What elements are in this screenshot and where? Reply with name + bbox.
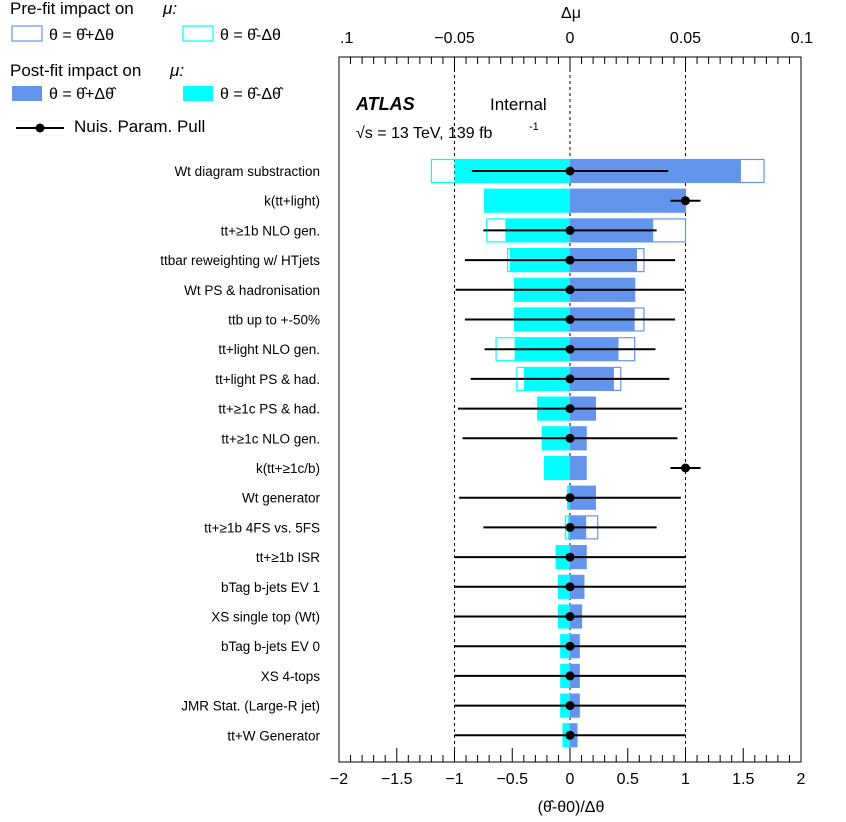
bottom-axis-label: (θ̂-θ0)/Δθ: [538, 799, 605, 816]
bottom-tick-label: −2: [330, 771, 348, 788]
pull-marker: [565, 433, 575, 443]
top-axis-label: Δμ: [561, 5, 581, 22]
parameter-label: tt+≥1b NLO gen.: [221, 223, 320, 238]
postfit-plus-bar: [570, 456, 587, 480]
pull-marker: [565, 641, 575, 651]
parameter-label: XS 4-tops: [261, 669, 321, 684]
top-tick-label: 0.05: [670, 30, 701, 47]
pull-marker: [565, 255, 575, 265]
parameter-label: k(tt+≥1c/b): [256, 461, 320, 476]
parameter-label: Wt generator: [242, 491, 321, 506]
bottom-axis: −2 −1.5 −1 −0.5 0 0.5 1 1.5 2: [330, 748, 806, 788]
bottom-tick-label: 2: [797, 771, 806, 788]
parameter-label: bTag b-jets EV 1: [221, 580, 320, 595]
parameter-label: ttb up to +-50%: [228, 313, 320, 328]
pull-marker: [681, 463, 690, 473]
pull-marker: [565, 315, 575, 324]
parameter-label: XS single top (Wt): [211, 610, 320, 625]
atlas-energy-lumi: √s = 13 TeV, 139 fb: [356, 125, 493, 142]
parameter-label: tt+≥1b ISR: [256, 550, 320, 565]
bottom-tick-label: −1: [445, 771, 463, 788]
bottom-tick-label: 1: [681, 771, 690, 788]
postfit-minus-label: θ = θ̂-Δθ̂: [220, 86, 284, 103]
parameter-label: k(tt+light): [264, 194, 320, 209]
pull-marker: [565, 285, 575, 295]
postfit-plus-bar: [570, 189, 686, 213]
pull-marker: [565, 522, 575, 532]
parameter-label: bTag b-jets EV 0: [221, 639, 320, 654]
postfit-minus-bar: [484, 189, 570, 213]
postfit-bars: [454, 159, 741, 747]
prefit-plus-label: θ = θ̂+Δθ: [49, 27, 114, 44]
prefit-mu: μ:: [162, 0, 177, 18]
top-tick-label: .1: [340, 30, 353, 47]
postfit-plus-label: θ = θ̂+Δθ̂: [49, 86, 117, 103]
top-tick-label: 0: [566, 30, 575, 47]
pull-marker: [565, 671, 575, 681]
postfit-title: Post-fit impact on: [10, 61, 141, 80]
pull-marker: [565, 493, 575, 503]
parameter-label: tt+≥1c NLO gen.: [221, 431, 320, 446]
pull-marker: [565, 404, 575, 414]
pull-markers: [454, 166, 701, 740]
prefit-bars: [430, 158, 765, 748]
pull-marker: [565, 166, 575, 176]
parameter-labels: Wt diagram substraction k(tt+light) tt+≥1b…: [160, 164, 320, 743]
postfit-plus-swatch: [12, 86, 42, 101]
postfit-mu: μ:: [169, 61, 184, 80]
pull-marker: [565, 374, 575, 384]
prefit-minus-swatch: [182, 25, 214, 42]
pull-marker: [565, 552, 575, 562]
atlas-label: ATLAS Internal √s = 13 TeV, 139 fb -1: [355, 94, 547, 142]
parameter-label: Wt diagram substraction: [174, 164, 320, 179]
pull-marker: [565, 612, 575, 621]
top-tick-label: −0.05: [434, 30, 475, 47]
pull-legend-label: Nuis. Param. Pull: [74, 117, 205, 136]
postfit-minus-bar: [544, 456, 570, 480]
parameter-label: tt+≥1b 4FS vs. 5FS: [204, 520, 320, 535]
atlas-lumi-exponent: -1: [529, 121, 539, 133]
pull-marker: [565, 344, 575, 354]
pull-marker: [565, 225, 575, 235]
parameter-label: tt+light PS & had.: [215, 372, 320, 387]
bottom-tick-label: 0.5: [617, 771, 639, 788]
pull-marker: [565, 582, 575, 592]
top-axis: .1 −0.05 0 0.05 0.1: [338, 30, 813, 71]
prefit-minus-label: θ = θ̂-Δθ: [220, 27, 281, 44]
parameter-label: ttbar reweighting w/ HTjets: [160, 253, 320, 268]
atlas-status: Internal: [490, 95, 547, 114]
legend: Pre-fit impact on μ: θ = θ̂+Δθ θ = θ̂-Δθ…: [10, 0, 284, 136]
parameter-label: tt+light NLO gen.: [218, 342, 320, 357]
postfit-minus-swatch: [183, 86, 213, 101]
parameter-label: tt+≥1c PS & had.: [218, 402, 320, 417]
parameter-label: JMR Stat. (Large-R jet): [181, 699, 320, 714]
bottom-tick-label: −1.5: [381, 771, 413, 788]
pull-legend-marker: [35, 123, 45, 133]
pull-marker: [565, 701, 575, 711]
bottom-tick-label: 1.5: [732, 771, 754, 788]
prefit-plus-swatch: [11, 25, 43, 42]
pull-marker: [565, 730, 575, 740]
bottom-tick-label: −0.5: [496, 771, 528, 788]
parameter-label: Wt PS & hadronisation: [184, 283, 320, 298]
atlas-brand: ATLAS: [355, 94, 415, 114]
bottom-tick-label: 0: [566, 771, 575, 788]
prefit-title: Pre-fit impact on: [10, 0, 134, 18]
top-tick-label: 0.1: [791, 30, 813, 47]
pull-marker: [681, 196, 690, 206]
parameter-label: tt+W Generator: [227, 728, 320, 743]
